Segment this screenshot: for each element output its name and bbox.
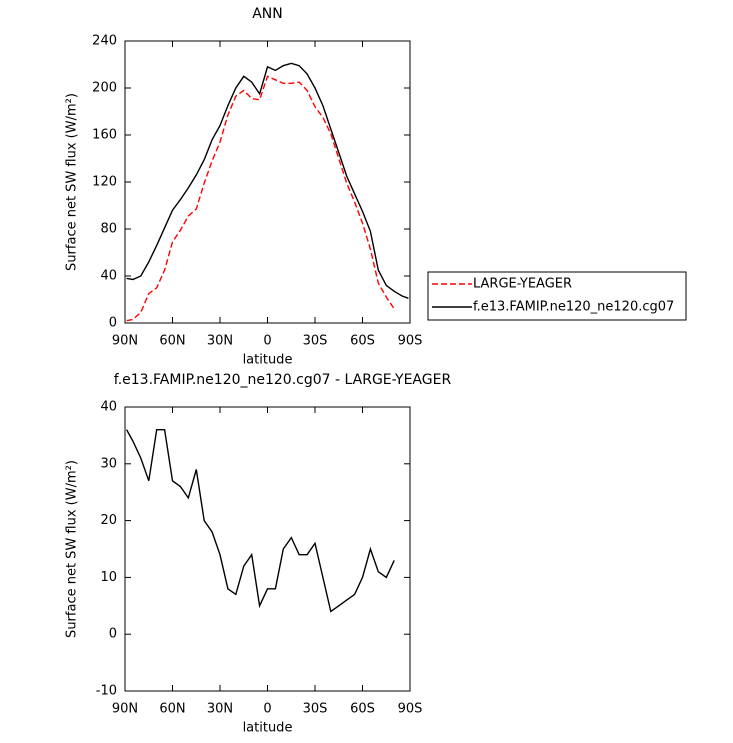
x-tick-label: 60N (159, 334, 185, 349)
x-tick-label: 90S (398, 334, 423, 349)
x-tick-label: 60N (159, 702, 185, 717)
x-tick-label: 0 (263, 334, 271, 349)
plot-frame (124, 40, 411, 324)
chart-title: f.e13.FAMIP.ne120_ne120.cg07 - LARGE-YEA… (114, 372, 452, 388)
x-axis-label: latitude (243, 721, 293, 736)
x-tick-label: 60S (350, 334, 375, 349)
data-line (125, 429, 395, 613)
y-tick-label: 240 (92, 34, 117, 49)
y-tick-label: 0 (109, 627, 117, 642)
y-tick-label: -10 (96, 684, 117, 699)
y-tick-label: 160 (92, 128, 117, 143)
legend-label: LARGE-YEAGER (473, 277, 572, 292)
x-tick-label: 30S (303, 702, 328, 717)
x-axis-label: latitude (243, 353, 293, 368)
chart-title: ANN (252, 6, 283, 22)
y-axis-label: Surface net SW flux (W/m²) (65, 93, 80, 271)
x-tick-label: 60S (350, 702, 375, 717)
legend-box (427, 271, 687, 321)
data-line (126, 62, 409, 299)
y-tick-label: 0 (109, 316, 117, 331)
legend-label: f.e13.FAMIP.ne120_ne120.cg07 (473, 300, 674, 315)
y-tick-label: 10 (100, 570, 117, 585)
x-tick-label: 30N (207, 702, 233, 717)
x-tick-label: 90N (112, 702, 138, 717)
y-tick-label: 40 (100, 400, 117, 415)
data-line (126, 75, 395, 322)
x-tick-label: 90N (112, 334, 138, 349)
x-tick-label: 30S (303, 334, 328, 349)
y-tick-label: 120 (92, 175, 117, 190)
x-tick-label: 90S (398, 702, 423, 717)
x-tick-label: 0 (263, 702, 271, 717)
y-tick-label: 30 (100, 456, 117, 471)
y-tick-label: 40 (100, 269, 117, 284)
y-axis-label: Surface net SW flux (W/m²) (65, 460, 80, 638)
x-tick-label: 30N (207, 334, 233, 349)
y-tick-label: 200 (92, 81, 117, 96)
y-tick-label: 80 (100, 222, 117, 237)
y-tick-label: 20 (100, 513, 117, 528)
